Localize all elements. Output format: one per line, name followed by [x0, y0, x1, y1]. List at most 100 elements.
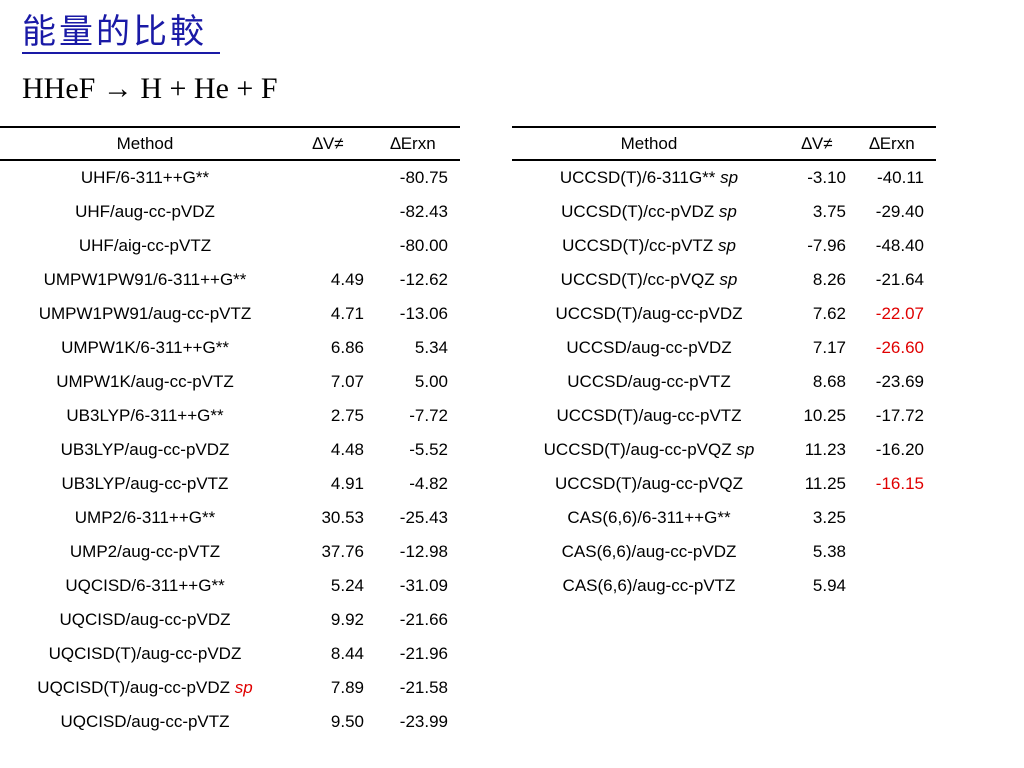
- table-row: UCCSD(T)/aug-cc-pVTZ 10.25 -17.72: [512, 399, 936, 433]
- method-name: UMPW1K/6-311++G**: [61, 338, 229, 357]
- reaction-energy-value: -21.66: [399, 610, 448, 629]
- slide-title: 能量的比較: [22, 12, 207, 52]
- method-cell: UHF/aug-cc-pVDZ: [0, 195, 290, 229]
- method-cell: UMP2/aug-cc-pVTZ: [0, 535, 290, 569]
- reaction-energy-value: 5.34: [414, 338, 448, 357]
- header-reaction-energy: ∆Erxn: [366, 126, 460, 161]
- reaction-energy-value: -80.75: [399, 168, 448, 187]
- reaction-energy-value: -25.43: [399, 508, 448, 527]
- table-row: UQCISD(T)/aug-cc-pVDZ sp 7.89 -21.58: [0, 671, 460, 705]
- reaction-energy-value: -29.40: [875, 202, 924, 221]
- method-name: UQCISD(T)/aug-cc-pVDZ: [37, 678, 230, 697]
- reaction-energy-value: -23.69: [875, 372, 924, 391]
- method-cell: UQCISD/6-311++G**: [0, 569, 290, 603]
- method-cell: UCCSD(T)/aug-cc-pVQZ: [512, 467, 786, 501]
- reaction-energy-value: -80.00: [399, 236, 448, 255]
- table-row: UB3LYP/6-311++G** 2.75 -7.72: [0, 399, 460, 433]
- barrier-value: 10.25: [803, 406, 846, 425]
- method-cell: UMPW1PW91/aug-cc-pVTZ: [0, 297, 290, 331]
- method-cell: UCCSD(T)/cc-pVTZ sp: [512, 229, 786, 263]
- table-row: UMP2/aug-cc-pVTZ 37.76 -12.98: [0, 535, 460, 569]
- barrier-value: [290, 160, 366, 195]
- method-cell: CAS(6,6)/aug-cc-pVTZ: [512, 569, 786, 603]
- method-name: UHF/aug-cc-pVDZ: [75, 202, 215, 221]
- table-row: UHF/aug-cc-pVDZ -82.43: [0, 195, 460, 229]
- method-cell: CAS(6,6)/6-311++G**: [512, 501, 786, 535]
- right-energy-table: Method ∆V≠ ∆Erxn UCCSD(T)/6-311G** sp -3.…: [512, 126, 936, 603]
- reaction-energy-value: -13.06: [399, 304, 448, 323]
- method-cell: UHF/aig-cc-pVTZ: [0, 229, 290, 263]
- reaction-energy-value: -26.60: [875, 338, 924, 357]
- table-row: UQCISD(T)/aug-cc-pVDZ 8.44 -21.96: [0, 637, 460, 671]
- barrier-value: 11.25: [804, 474, 846, 493]
- method-cell: UCCSD(T)/aug-cc-pVDZ: [512, 297, 786, 331]
- method-cell: UMPW1K/aug-cc-pVTZ: [0, 365, 290, 399]
- reaction-energy-value: -16.20: [875, 440, 924, 459]
- method-cell: UCCSD(T)/aug-cc-pVQZ sp: [512, 433, 786, 467]
- table-row: UMPW1PW91/aug-cc-pVTZ 4.71 -13.06: [0, 297, 460, 331]
- method-cell: UQCISD(T)/aug-cc-pVDZ sp: [0, 671, 290, 705]
- reaction-energy-value: -4.82: [409, 474, 448, 493]
- barrier-value: 30.53: [321, 508, 364, 527]
- method-cell: UMP2/6-311++G**: [0, 501, 290, 535]
- reaction-energy-value: -31.09: [399, 576, 448, 595]
- table-header-row: Method ∆V≠ ∆Erxn: [512, 126, 936, 161]
- method-cell: UB3LYP/aug-cc-pVDZ: [0, 433, 290, 467]
- table-row: UCCSD(T)/6-311G** sp -3.10 -40.11: [512, 160, 936, 195]
- reaction-energy-value: [848, 501, 936, 535]
- barrier-value: 9.92: [330, 610, 364, 629]
- reaction-energy-value: -12.62: [399, 270, 448, 289]
- table-row: UMP2/6-311++G** 30.53 -25.43: [0, 501, 460, 535]
- title-underline: [22, 52, 220, 54]
- table-row: UHF/6-311++G** -80.75: [0, 160, 460, 195]
- method-name: UQCISD(T)/aug-cc-pVDZ: [48, 644, 242, 663]
- header-barrier: ∆V≠: [290, 126, 366, 161]
- table-row: UCCSD(T)/aug-cc-pVQZ sp 11.23 -16.20: [512, 433, 936, 467]
- barrier-value: 8.68: [812, 372, 846, 391]
- method-cell: CAS(6,6)/aug-cc-pVDZ: [512, 535, 786, 569]
- table-row: UMPW1PW91/6-311++G** 4.49 -12.62: [0, 263, 460, 297]
- method-name: UB3LYP/aug-cc-pVTZ: [61, 474, 229, 493]
- barrier-value: -3.10: [807, 168, 846, 187]
- table-row: UB3LYP/aug-cc-pVTZ 4.91 -4.82: [0, 467, 460, 501]
- table-row: UQCISD/aug-cc-pVDZ 9.92 -21.66: [0, 603, 460, 637]
- barrier-value: 3.75: [812, 202, 846, 221]
- method-name: CAS(6,6)/aug-cc-pVDZ: [561, 542, 737, 561]
- method-cell: UB3LYP/aug-cc-pVTZ: [0, 467, 290, 501]
- method-name: UMPW1PW91/6-311++G**: [43, 270, 247, 289]
- reaction-energy-value: -23.99: [399, 712, 448, 731]
- barrier-value: 9.50: [330, 712, 364, 731]
- reaction-energy-value: -21.64: [875, 270, 924, 289]
- table-row: UCCSD(T)/cc-pVQZ sp 8.26 -21.64: [512, 263, 936, 297]
- barrier-value: 4.71: [330, 304, 364, 323]
- table-header-row: Method ∆V≠ ∆Erxn: [0, 126, 460, 161]
- reaction-energy-value: -48.40: [875, 236, 924, 255]
- reaction-energy-value: -22.07: [875, 304, 924, 323]
- reaction-energy-value: -7.72: [409, 406, 448, 425]
- barrier-value: [290, 195, 366, 229]
- method-name: UQCISD/6-311++G**: [65, 576, 225, 595]
- single-point-tag: sp: [736, 440, 755, 459]
- barrier-value: -7.96: [807, 236, 846, 255]
- method-name: UB3LYP/6-311++G**: [66, 406, 224, 425]
- reaction-energy-value: -17.72: [875, 406, 924, 425]
- method-cell: UCCSD/aug-cc-pVTZ: [512, 365, 786, 399]
- single-point-tag: sp: [234, 678, 253, 697]
- method-cell: UQCISD/aug-cc-pVDZ: [0, 603, 290, 637]
- method-name: UCCSD(T)/aug-cc-pVDZ: [555, 304, 743, 323]
- single-point-tag: sp: [717, 236, 736, 255]
- barrier-value: 6.86: [330, 338, 364, 357]
- table-row: UCCSD(T)/aug-cc-pVDZ 7.62 -22.07: [512, 297, 936, 331]
- method-cell: UCCSD(T)/aug-cc-pVTZ: [512, 399, 786, 433]
- method-name: UMP2/aug-cc-pVTZ: [69, 542, 221, 561]
- reaction-energy-value: 5.00: [414, 372, 448, 391]
- method-cell: UCCSD(T)/cc-pVDZ sp: [512, 195, 786, 229]
- barrier-value: 4.48: [330, 440, 364, 459]
- barrier-value: 11.23: [804, 440, 846, 459]
- reaction-energy-value: [848, 569, 936, 603]
- barrier-value: 5.94: [812, 576, 846, 595]
- header-method: Method: [512, 126, 786, 161]
- barrier-value: [290, 229, 366, 263]
- method-name: UHF/aig-cc-pVTZ: [78, 236, 212, 255]
- table-row: UQCISD/aug-cc-pVTZ 9.50 -23.99: [0, 705, 460, 739]
